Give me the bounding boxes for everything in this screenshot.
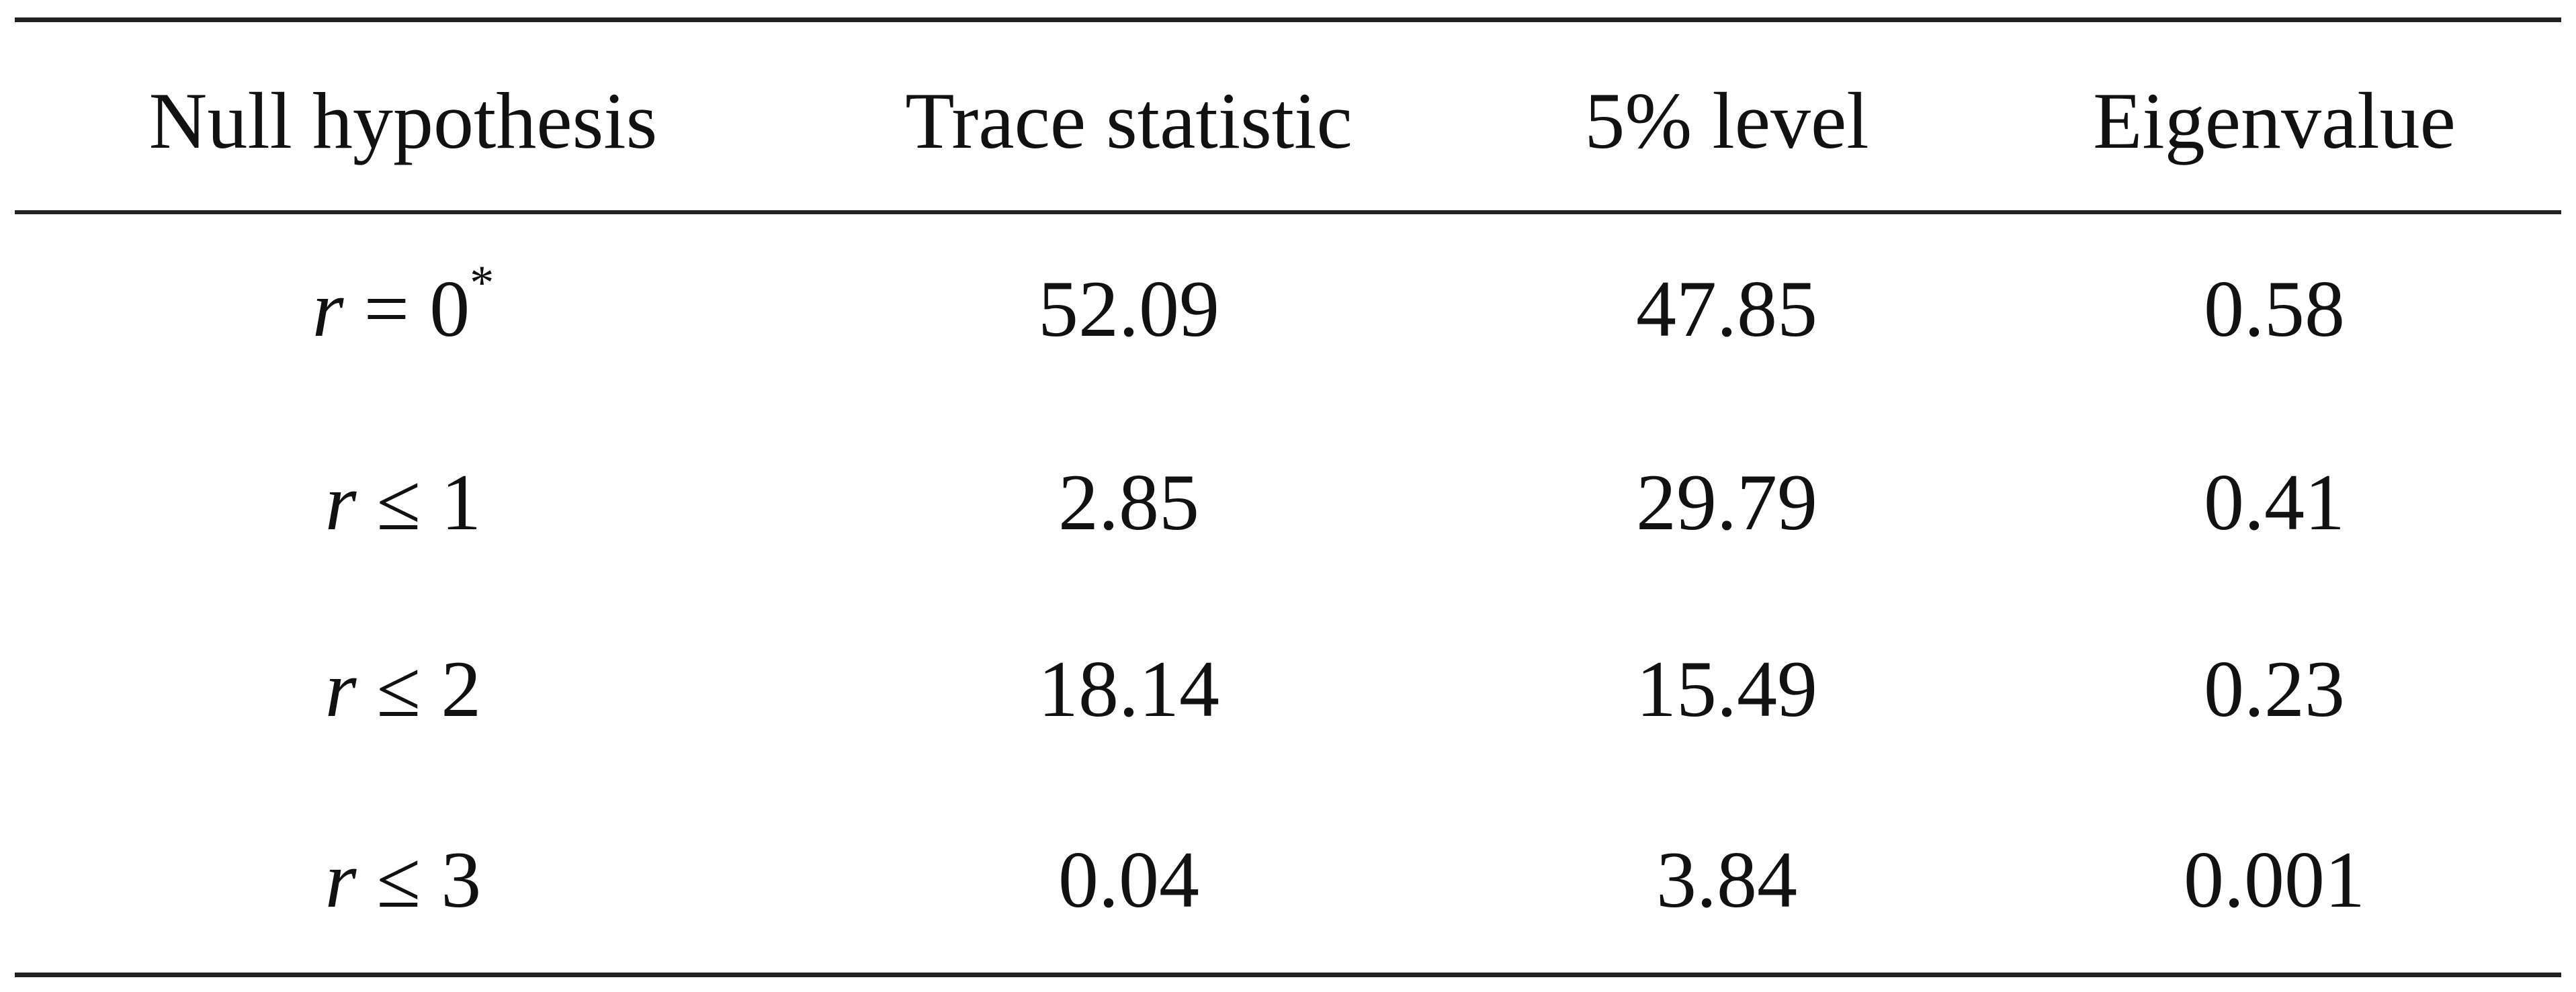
header-rule bbox=[15, 210, 2561, 214]
significance-asterisk: * bbox=[470, 256, 495, 310]
hypothesis-operator: ≤ bbox=[356, 644, 441, 733]
hypothesis-operator: = bbox=[343, 264, 430, 353]
header-trace-statistic: Trace statistic bbox=[905, 76, 1353, 165]
eigenvalue-cell: 0.58 bbox=[2204, 264, 2345, 353]
eigenvalue-cell: 0.41 bbox=[2204, 457, 2345, 547]
table-row: r ≤ 3 0.04 3.84 0.001 bbox=[0, 813, 2576, 947]
hypothesis-variable: r bbox=[325, 835, 357, 924]
header-eigenvalue: Eigenvalue bbox=[2093, 76, 2456, 165]
header-null-hypothesis: Null hypothesis bbox=[148, 76, 658, 165]
hypothesis-variable: r bbox=[312, 264, 344, 353]
hypothesis-value: 2 bbox=[441, 644, 482, 733]
hypothesis-operator: ≤ bbox=[356, 835, 441, 924]
five-percent-level-cell: 3.84 bbox=[1656, 835, 1797, 924]
hypothesis-value: 0 bbox=[429, 264, 470, 353]
header-5-percent-level: 5% level bbox=[1584, 76, 1869, 165]
hypothesis-cell: r = 0* bbox=[40, 242, 766, 376]
table-row: r = 0* 52.09 47.85 0.58 bbox=[0, 242, 2576, 376]
table-row: r ≤ 2 18.14 15.49 0.23 bbox=[0, 622, 2576, 756]
hypothesis-cell: r ≤ 1 bbox=[40, 435, 766, 570]
trace-statistic-cell: 18.14 bbox=[1038, 644, 1219, 733]
hypothesis-operator: ≤ bbox=[356, 457, 441, 547]
trace-statistic-cell: 2.85 bbox=[1058, 457, 1199, 547]
five-percent-level-cell: 29.79 bbox=[1636, 457, 1817, 547]
bottom-rule bbox=[15, 973, 2561, 977]
trace-statistic-cell: 52.09 bbox=[1038, 264, 1219, 353]
five-percent-level-cell: 47.85 bbox=[1636, 264, 1817, 353]
hypothesis-cell: r ≤ 2 bbox=[40, 622, 766, 756]
trace-statistic-cell: 0.04 bbox=[1058, 835, 1199, 924]
header-row: Null hypothesis Trace statistic 5% level… bbox=[0, 54, 2576, 188]
eigenvalue-cell: 0.23 bbox=[2204, 644, 2345, 733]
hypothesis-value: 1 bbox=[441, 457, 482, 547]
top-rule bbox=[15, 17, 2561, 22]
hypothesis-cell: r ≤ 3 bbox=[40, 813, 766, 947]
eigenvalue-cell: 0.001 bbox=[2184, 835, 2365, 924]
five-percent-level-cell: 15.49 bbox=[1636, 644, 1817, 733]
hypothesis-variable: r bbox=[325, 644, 357, 733]
table-row: r ≤ 1 2.85 29.79 0.41 bbox=[0, 435, 2576, 570]
hypothesis-value: 3 bbox=[441, 835, 482, 924]
hypothesis-variable: r bbox=[325, 457, 357, 547]
